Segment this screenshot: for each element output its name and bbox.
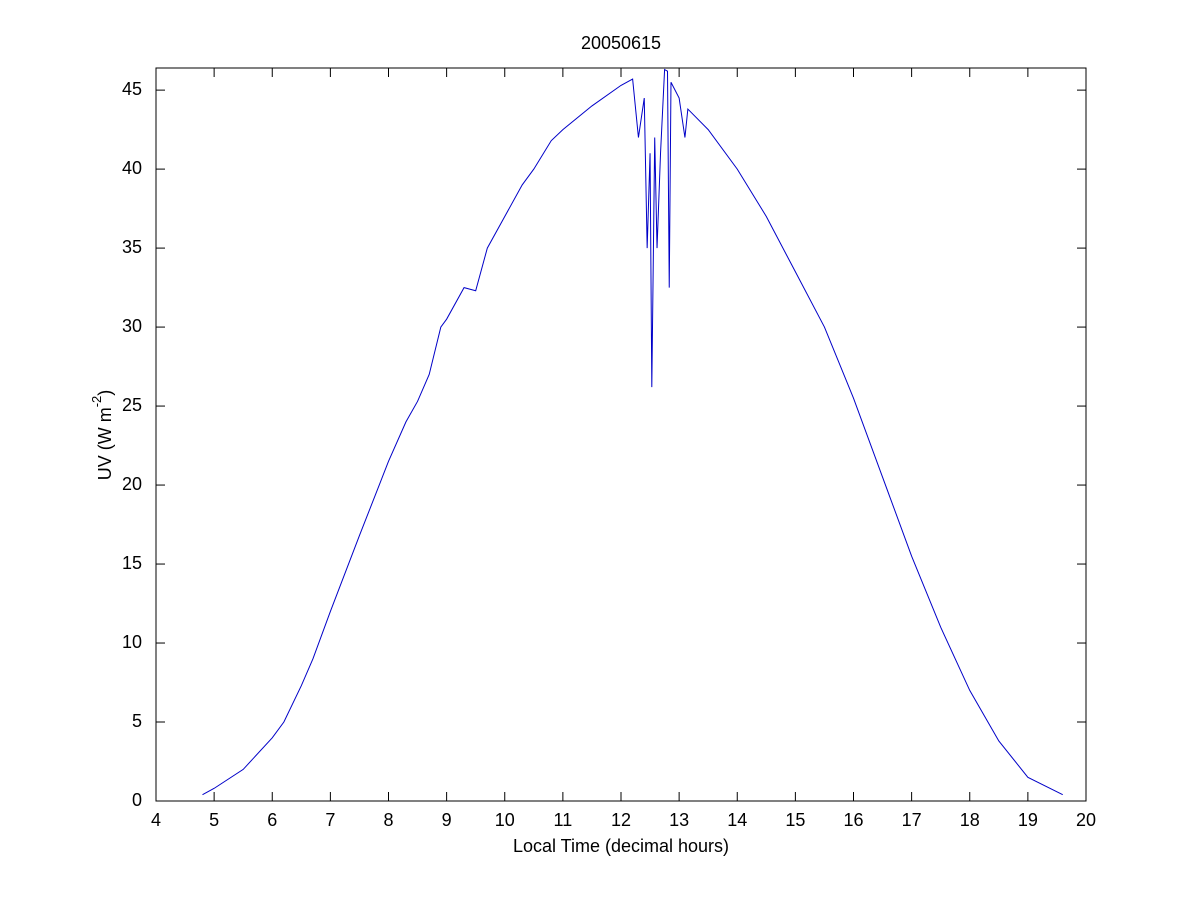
y-axis-label: UV (W m-2) [89,390,114,481]
x-tick-label: 5 [209,810,219,830]
y-label-text: UV (W m [95,407,115,480]
y-tick-label: 40 [122,158,142,178]
x-tick-label: 19 [1018,810,1038,830]
y-tick-label: 20 [122,474,142,494]
line-series [202,68,1063,796]
x-tick-label: 8 [383,810,393,830]
y-tick-label: 0 [132,790,142,810]
y-tick-label: 35 [122,237,142,257]
x-tick-label: 9 [442,810,452,830]
x-tick-label: 20 [1076,810,1096,830]
x-tick-label: 7 [325,810,335,830]
y-label-superscript: -2 [89,396,104,408]
x-tick-label: 6 [267,810,277,830]
chart-title: 20050615 [581,33,661,53]
y-tick-label: 25 [122,395,142,415]
x-tick-label: 13 [669,810,689,830]
x-tick-label: 11 [554,810,573,830]
x-tick-label: 18 [960,810,980,830]
y-tick-label: 10 [122,632,142,652]
x-tick-label: 15 [785,810,805,830]
x-axis-label: Local Time (decimal hours) [513,836,729,856]
x-tick-label: 14 [727,810,747,830]
x-tick-label: 17 [902,810,922,830]
x-tick-label: 16 [843,810,863,830]
y-tick-label: 30 [122,316,142,336]
y-tick-label: 15 [122,553,142,573]
x-tick-label: 10 [495,810,515,830]
x-tick-label: 12 [611,810,631,830]
y-label-suffix: ) [95,390,115,396]
x-tick-label: 4 [151,810,161,830]
y-tick-label: 45 [122,79,142,99]
y-tick-label: 5 [132,711,142,731]
plot-area [155,67,1087,802]
